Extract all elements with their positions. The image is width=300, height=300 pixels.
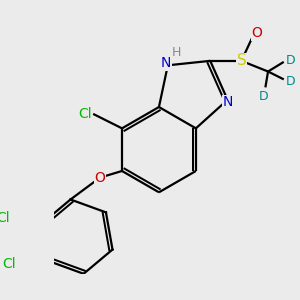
Text: D: D [259,90,269,103]
Text: Cl: Cl [0,211,10,225]
Text: H: H [171,46,181,59]
Text: N: N [222,95,233,109]
Text: O: O [94,171,106,184]
Text: Cl: Cl [3,257,16,271]
Text: Cl: Cl [78,107,92,122]
Text: S: S [236,53,246,68]
Text: D: D [285,75,295,88]
Text: D: D [285,53,295,67]
Text: N: N [161,56,171,70]
Text: O: O [251,26,262,40]
